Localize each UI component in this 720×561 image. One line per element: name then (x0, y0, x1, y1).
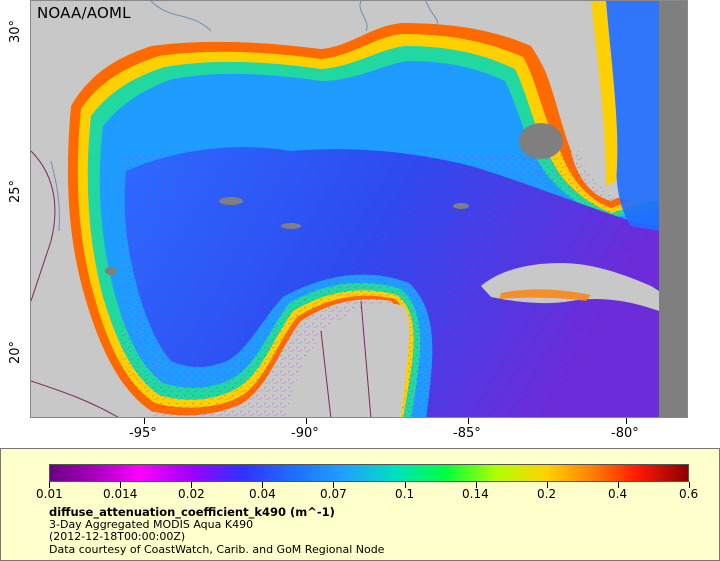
no-data-stripe (659, 1, 687, 417)
legend-credit: Data courtesy of CoastWatch, Carib. and … (49, 542, 385, 556)
colorbar-tick-mark (120, 482, 121, 488)
colorbar-tick-mark (405, 482, 406, 488)
colorbar-tick-mark (476, 482, 477, 488)
y-tick-label-20: 20° (8, 340, 24, 365)
colorbar-tick-mark (262, 482, 263, 488)
colorbar-tick-mark (191, 482, 192, 488)
atlantic-coast-band (591, 1, 618, 186)
map-canvas (31, 1, 687, 417)
colorbar-tick-label: 0.1 (395, 487, 415, 501)
colorbar-tick-label: 0.02 (178, 487, 205, 501)
x-tick-mark-95 (144, 418, 145, 424)
x-tick-mark-80 (626, 418, 627, 424)
x-tick-label-90: -90° (291, 426, 319, 441)
legend-panel: 0.01 0.014 0.02 0.04 0.07 0.1 0.14 0.2 0.4 0.6 di… (0, 448, 720, 561)
colorbar-tick-label: 0.07 (320, 487, 347, 501)
cuba-island (481, 263, 659, 311)
colorbar-tick-label: 0.14 (462, 487, 489, 501)
y-tick-label-30: 30° (8, 19, 24, 44)
colorbar-tick-mark (689, 482, 690, 488)
colorbar-tick-label: 0.2 (537, 487, 557, 501)
colorbar-tick-mark (49, 482, 50, 488)
colorbar-tick-label: 0.4 (608, 487, 628, 501)
x-tick-mark-85 (468, 418, 469, 424)
colorbar-tick-mark (547, 482, 548, 488)
colorbar-tick-mark (333, 482, 334, 488)
colorbar-tick-label: 0.01 (36, 487, 63, 501)
legend-text: diffuse_attenuation_coefficient_k490 (m^… (49, 506, 384, 556)
x-tick-label-95: -95° (129, 426, 157, 441)
y-tick-label-25: 25° (8, 179, 24, 204)
colorbar (49, 464, 689, 482)
borders (31, 150, 372, 417)
x-tick-mark-90 (306, 418, 307, 424)
us-gulf-coast (71, 1, 505, 106)
cuba-shelf (499, 289, 591, 301)
colorbar-tick-mark (618, 482, 619, 488)
legend-date: (2012-12-18T00:00:00Z) (49, 530, 186, 543)
legend-title: diffuse_attenuation_coefficient_k490 (m^… (49, 505, 335, 519)
mexico-land (31, 1, 151, 417)
colorbar-tick-label: 0.04 (249, 487, 276, 501)
source-label: NOAA/AOML (37, 4, 131, 22)
x-tick-label-85: -85° (453, 426, 481, 441)
colorbar-tick-label: 0.014 (103, 487, 138, 501)
map-panel: NOAA/AOML (30, 0, 688, 418)
no-data-patches (105, 123, 563, 275)
x-tick-label-80: -80° (611, 426, 639, 441)
legend-subtitle: 3-Day Aggregated MODIS Aqua K490 (49, 517, 254, 531)
colorbar-tick-label: 0.6 (679, 487, 699, 501)
rivers (50, 1, 438, 232)
yucatan-peninsula (286, 303, 410, 417)
